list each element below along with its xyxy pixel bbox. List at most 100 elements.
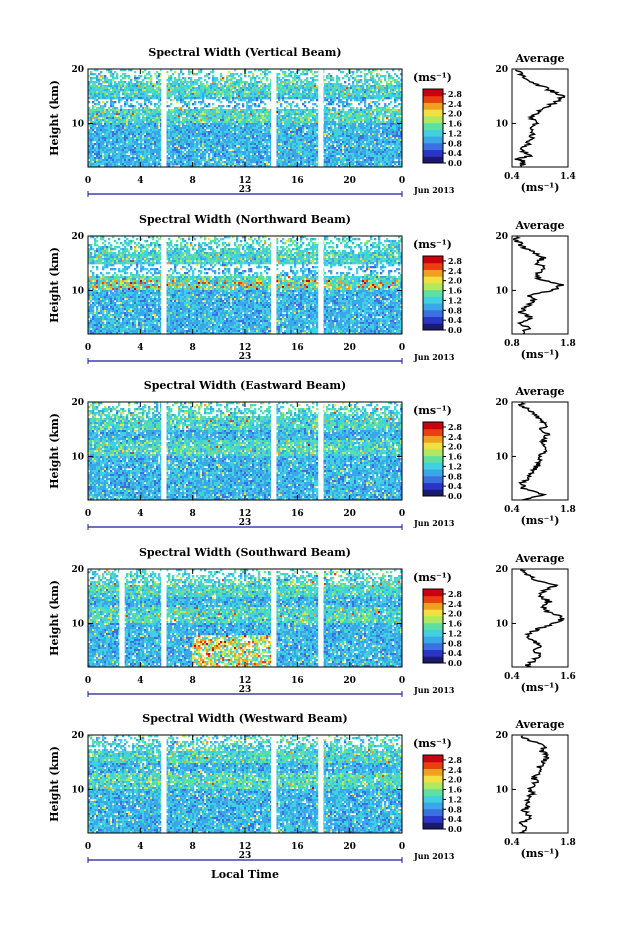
heatmap-cell	[136, 125, 139, 128]
heatmap-cell	[326, 125, 329, 128]
heatmap-cell	[136, 97, 139, 100]
heatmap-cell	[96, 141, 99, 144]
heatmap-cell	[156, 123, 159, 126]
heatmap-cell	[236, 121, 239, 124]
heatmap-cell	[354, 137, 357, 140]
heatmap-cell	[134, 115, 137, 118]
heatmap-cell	[354, 111, 357, 114]
heatmap-cell	[198, 111, 201, 114]
heatmap-cell	[108, 147, 111, 150]
heatmap-cell	[356, 75, 359, 78]
heatmap-cell	[340, 115, 343, 118]
heatmap-cell	[92, 139, 95, 142]
heatmap-cell	[306, 143, 309, 146]
heatmap-cell	[390, 137, 393, 140]
heatmap-cell	[194, 89, 197, 92]
heatmap-cell	[128, 147, 131, 150]
heatmap-cell	[346, 143, 349, 146]
heatmap-cell	[330, 141, 333, 144]
heatmap-cell	[254, 137, 257, 140]
heatmap-cell	[344, 93, 347, 96]
heatmap-cell	[388, 129, 391, 132]
heatmap-cell	[316, 121, 319, 124]
heatmap-cell	[396, 111, 399, 114]
heatmap-cell	[238, 87, 241, 90]
heatmap-cell	[294, 73, 297, 76]
heatmap-cell	[222, 77, 225, 80]
heatmap-cell	[134, 91, 137, 94]
heatmap-cell	[174, 71, 177, 74]
heatmap-cell	[390, 117, 393, 120]
heatmap-cell	[88, 107, 91, 110]
heatmap-cell	[182, 129, 185, 132]
heatmap-cell	[134, 107, 137, 110]
heatmap-cell	[238, 79, 241, 82]
heatmap-cell	[156, 77, 159, 80]
heatmap-cell	[92, 135, 95, 138]
heatmap-cell	[384, 145, 387, 148]
heatmap-cell	[346, 139, 349, 142]
heatmap-cell	[96, 135, 99, 138]
heatmap-cell	[354, 85, 357, 88]
heatmap-cell	[234, 139, 237, 142]
heatmap-cell	[348, 137, 351, 140]
heatmap-cell	[186, 115, 189, 118]
heatmap-cell	[202, 129, 205, 132]
heatmap-cell	[288, 87, 291, 90]
heatmap-cell	[120, 139, 123, 142]
heatmap-cell	[332, 85, 335, 88]
heatmap-cell	[234, 109, 237, 112]
heatmap-cell	[122, 85, 125, 88]
heatmap-cell	[294, 129, 297, 132]
heatmap-cell	[324, 139, 327, 142]
heatmap-cell	[214, 109, 217, 112]
heatmap-cell	[188, 95, 191, 98]
heatmap-cell	[210, 133, 213, 136]
heatmap-cell	[252, 85, 255, 88]
heatmap-cell	[336, 111, 339, 114]
heatmap-cell	[250, 71, 253, 74]
heatmap-cell	[258, 93, 261, 96]
heatmap-cell	[362, 97, 365, 100]
heatmap-cell	[230, 93, 233, 96]
heatmap-cell	[158, 97, 161, 100]
heatmap-cell	[196, 139, 199, 142]
heatmap-cell	[288, 115, 291, 118]
heatmap-cell	[178, 135, 181, 138]
heatmap-cell	[302, 103, 305, 106]
heatmap-cell	[230, 111, 233, 114]
heatmap-cell	[366, 85, 369, 88]
heatmap-cell	[370, 141, 373, 144]
heatmap-cell	[124, 85, 127, 88]
heatmap-cell	[312, 119, 315, 122]
heatmap-cell	[376, 147, 379, 150]
heatmap-cell	[148, 89, 151, 92]
heatmap-cell	[252, 87, 255, 90]
heatmap-cell	[378, 141, 381, 144]
heatmap-cell	[214, 97, 217, 100]
heatmap-cell	[156, 71, 159, 74]
heatmap-cell	[128, 113, 131, 116]
heatmap-cell	[310, 133, 313, 136]
heatmap-cell	[220, 113, 223, 116]
heatmap-cell	[142, 121, 145, 124]
heatmap-cell	[350, 115, 353, 118]
heatmap-cell	[374, 91, 377, 94]
heatmap-cell	[154, 83, 157, 86]
heatmap-cell	[382, 141, 385, 144]
heatmap-cell	[190, 137, 193, 140]
heatmap-cell	[308, 109, 311, 112]
heatmap-cell	[254, 99, 257, 102]
heatmap-cell	[118, 95, 121, 98]
heatmap-cell	[248, 129, 251, 132]
heatmap-cell	[246, 119, 249, 122]
heatmap-cell	[182, 133, 185, 136]
heatmap-cell	[296, 117, 299, 120]
heatmap-cell	[368, 79, 371, 82]
heatmap-cell	[122, 73, 125, 76]
heatmap-cell	[148, 143, 151, 146]
heatmap-cell	[92, 89, 95, 92]
heatmap-cell	[336, 97, 339, 100]
heatmap-cell	[170, 95, 173, 98]
heatmap-cell	[264, 83, 267, 86]
